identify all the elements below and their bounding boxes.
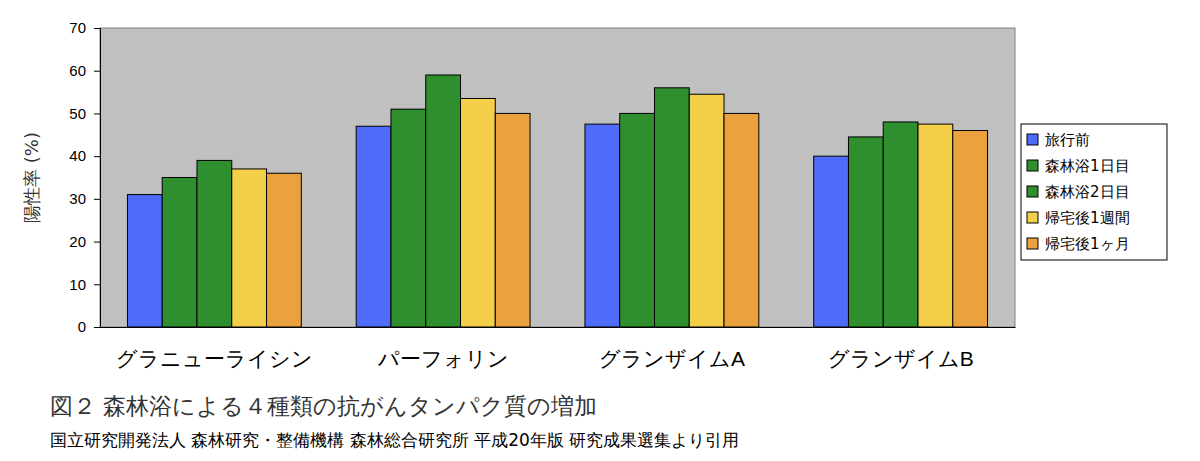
bar <box>232 169 267 327</box>
y-axis-line <box>94 29 101 328</box>
x-tick-label: グラニューライシン <box>116 347 313 370</box>
y-tick-label: 60 <box>69 62 86 79</box>
bar-series <box>267 113 988 327</box>
bar <box>689 94 724 327</box>
bar <box>814 156 849 327</box>
y-tick-mark <box>94 156 100 157</box>
bar <box>918 124 953 327</box>
bar <box>848 137 883 327</box>
bar <box>724 113 759 327</box>
chart: 0 10 20 30 40 50 60 70 グラニューライシン パーフォリン グランザイムA グラン… <box>0 0 1200 461</box>
bar <box>461 98 496 327</box>
y-tick-mark <box>94 28 100 29</box>
bar-series <box>197 75 918 327</box>
y-tick: 0 <box>78 318 100 335</box>
x-tick-label: グランザイムB <box>828 347 974 370</box>
y-tick-label: 10 <box>69 276 86 293</box>
bar-series <box>162 109 883 327</box>
legend-label: 帰宅後1週間 <box>1045 209 1130 227</box>
bar <box>953 131 988 327</box>
subtitle: 国立研究開発法人 森林研究・整備機構 森林総合研究所 平成20年版 研究成果選集… <box>50 430 739 450</box>
y-tick-label: 70 <box>69 19 86 36</box>
x-tick: パーフォリン <box>377 327 509 370</box>
legend-swatch <box>1027 134 1038 145</box>
bar <box>620 113 655 327</box>
y-tick-label: 40 <box>69 147 86 164</box>
bar-series <box>232 94 953 327</box>
bar <box>426 75 461 327</box>
legend-label: 森林浴1日目 <box>1045 157 1130 175</box>
legend-label: 帰宅後1ヶ月 <box>1045 235 1130 253</box>
x-tick-label: パーフォリン <box>377 347 509 370</box>
plot-area <box>100 28 1015 327</box>
legend: 旅行前森林浴1日目森林浴2日目帰宅後1週間帰宅後1ヶ月 <box>1021 124 1167 260</box>
y-tick: 50 <box>69 105 100 122</box>
bar <box>162 178 197 328</box>
y-tick: 30 <box>69 190 100 207</box>
y-tick: 10 <box>69 276 100 293</box>
x-tick: グランザイムB <box>828 327 974 370</box>
bar <box>495 113 530 327</box>
x-tick-label: グランザイムA <box>599 347 745 370</box>
bar <box>391 109 426 327</box>
y-tick-label: 50 <box>69 105 86 122</box>
y-tick-mark <box>94 242 100 243</box>
legend-label: 旅行前 <box>1045 131 1090 149</box>
y-tick: 70 <box>69 19 100 36</box>
legend-label: 森林浴2日目 <box>1045 183 1130 201</box>
bar <box>883 122 918 327</box>
y-tick-mark <box>94 113 100 114</box>
y-tick: 60 <box>69 62 100 79</box>
x-axis: グラニューライシン パーフォリン グランザイムA グランザイムB <box>101 327 1016 370</box>
y-tick-mark <box>94 284 100 285</box>
y-tick: 20 <box>69 233 100 250</box>
y-tick-mark <box>94 327 100 328</box>
y-tick: 40 <box>69 147 100 164</box>
y-axis-title: 陽性率 (%) <box>21 132 42 223</box>
title: 図２ 森林浴による４種類の抗がんタンパク質の増加 <box>50 393 597 419</box>
bar <box>585 124 620 327</box>
y-tick-label: 0 <box>78 318 86 335</box>
y-tick-mark <box>94 199 100 200</box>
y-tick-mark <box>94 71 100 72</box>
x-axis-line <box>101 327 1016 328</box>
bar <box>654 88 689 327</box>
x-tick: グラニューライシン <box>116 327 313 370</box>
legend-box <box>1021 124 1167 260</box>
bar <box>197 160 232 327</box>
y-tick-label: 30 <box>69 190 86 207</box>
bar <box>127 195 162 327</box>
bar <box>356 126 391 327</box>
y-axis: 0 10 20 30 40 50 60 70 <box>69 19 100 335</box>
legend-swatch <box>1027 238 1038 249</box>
y-tick-label: 20 <box>69 233 86 250</box>
legend-swatch <box>1027 212 1038 223</box>
bar <box>267 173 302 327</box>
bars <box>127 75 987 327</box>
legend-swatch <box>1027 186 1038 197</box>
x-tick: グランザイムA <box>599 327 745 370</box>
legend-swatch <box>1027 160 1038 171</box>
